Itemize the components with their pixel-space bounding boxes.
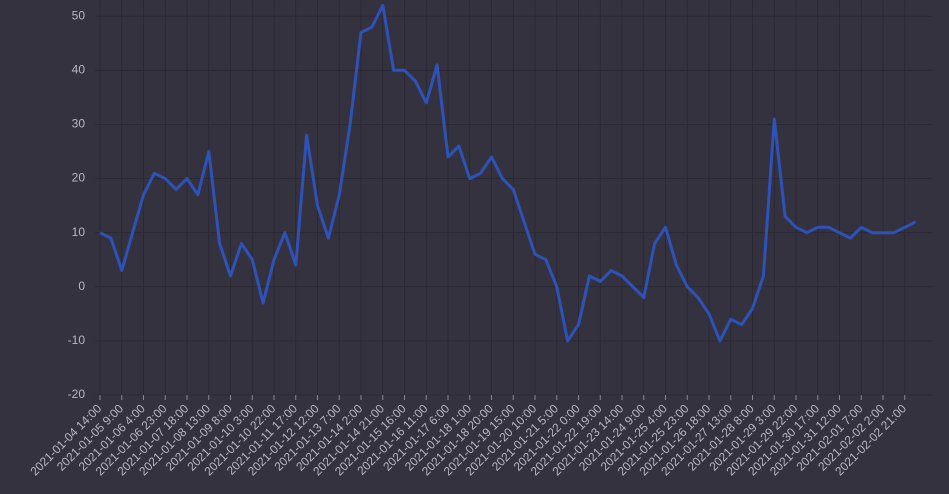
- y-tick-label: 10: [72, 225, 86, 239]
- y-tick-label: 40: [72, 63, 86, 77]
- y-tick-label: 50: [72, 8, 86, 22]
- y-tick-label: 30: [72, 117, 86, 131]
- y-tick-label: 0: [78, 279, 85, 293]
- y-tick-label: 20: [72, 171, 86, 185]
- y-tick-label: -10: [68, 333, 86, 347]
- data-line: [99, 3, 917, 343]
- y-tick-label: -20: [68, 387, 86, 401]
